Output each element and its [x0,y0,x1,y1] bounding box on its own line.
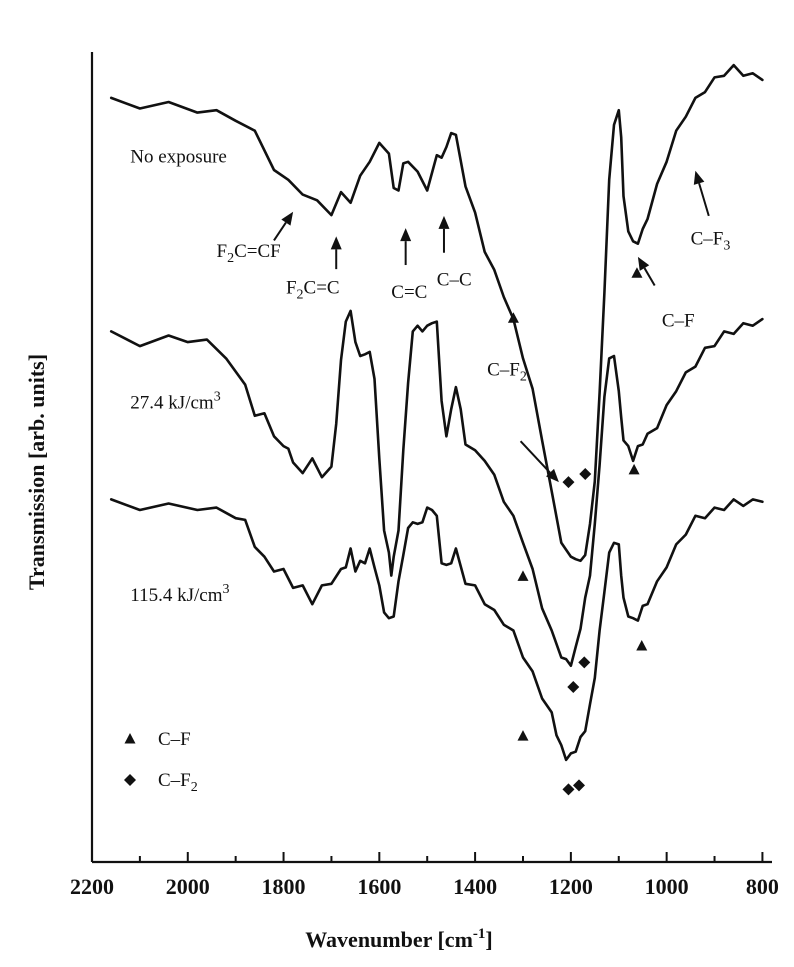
x-tick-label: 1200 [549,874,593,899]
legend-item-label: C–F2 [158,770,198,795]
x-tick-label: 1600 [357,874,401,899]
x-tick-label: 800 [746,874,779,899]
peak-annotation-label: C–F2 [487,360,527,385]
triangle-marker [628,463,640,475]
diamond-marker [578,656,591,669]
peak-annotation-label: F2C=C [286,278,340,303]
diamond-marker [567,681,580,693]
annotation-arrow-line [519,440,551,474]
legend-diamond-icon [124,774,136,786]
triangle-marker [507,312,519,323]
peak-annotation-label: F2C=CF [217,241,281,266]
series-label: 115.4 kJ/cm3 [130,582,229,606]
spectrum-line-1 [109,63,764,563]
annotation-arrow-head [693,170,705,185]
peak-annotation-label: C=C [391,282,427,303]
annotation-arrow-head [400,228,412,242]
peak-markers [507,267,648,796]
x-tick-label: 1400 [453,874,497,899]
spectra-series [109,63,764,762]
y-axis-title: Transmission [arb. units] [24,354,49,590]
x-tick-label: 2200 [70,874,114,899]
annotation-arrow-line [698,182,710,217]
peak-annotation-label: C–F [662,310,695,331]
peak-annotation-label: C–F3 [691,229,731,254]
spectrum-line-3 [109,498,764,762]
diamond-marker [562,476,575,489]
series-label: 27.4 kJ/cm3 [130,389,220,413]
annotation-arrow-head [546,468,559,483]
axes: 2200 2000 1800 1600 1400 1200 1000 800 [70,52,779,899]
annotation-arrow-line [273,222,287,242]
legend-item-label: C–F [158,729,191,750]
x-tick-label: 1000 [645,874,689,899]
diamond-marker [573,779,586,792]
triangle-marker [517,730,529,741]
annotation-arrow-head [330,236,342,250]
annotation-arrow-head [438,215,450,229]
diamond-marker [579,467,592,480]
annotation-arrow-head [637,256,650,271]
x-tick-label: 1800 [262,874,306,899]
series-label: No exposure [130,147,227,168]
annotation-arrow-head [281,211,294,226]
legend: C–F C–F2 [124,729,198,795]
x-axis-title: Wavenumber [cm-1] [305,926,492,952]
x-tick-label: 2000 [166,874,210,899]
peak-annotation-label: C–C [437,270,472,291]
legend-triangle-icon [124,733,136,744]
spectrum-line-2 [109,309,764,667]
series-labels: No exposure 27.4 kJ/cm3 115.4 kJ/cm3 [130,147,229,606]
annotation-arrow-line [643,267,656,287]
triangle-marker [517,570,529,581]
triangle-marker [636,640,648,651]
triangle-marker [631,267,643,278]
diamond-marker [562,783,575,796]
